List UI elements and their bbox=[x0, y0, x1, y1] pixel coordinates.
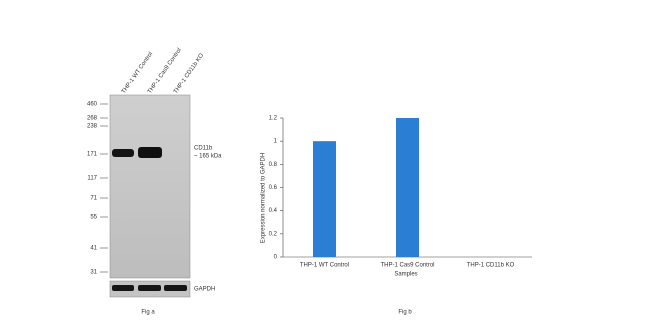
band bbox=[112, 285, 134, 291]
bar bbox=[313, 141, 336, 257]
caption: Fig b bbox=[398, 310, 412, 316]
y-tick-label: 0 bbox=[274, 255, 278, 261]
blot-membrane bbox=[109, 94, 191, 279]
marker-label: 238 bbox=[87, 124, 98, 130]
y-tick-label: 1.2 bbox=[269, 116, 278, 122]
x-tick-label: THP-1 Cas9 Control bbox=[380, 263, 434, 269]
y-tick-label: 0.6 bbox=[269, 185, 278, 191]
marker-label: 55 bbox=[90, 215, 97, 221]
marker-label: 171 bbox=[87, 152, 98, 158]
caption: Fig a bbox=[141, 310, 155, 316]
target-label: CD11b bbox=[194, 146, 213, 152]
y-axis-label: Expression normalized to GAPDH bbox=[261, 153, 267, 243]
marker-label: 71 bbox=[90, 196, 97, 202]
x-tick-label: THP-1 CD11b KO bbox=[467, 263, 515, 269]
marker-label: 268 bbox=[87, 116, 98, 122]
y-tick-label: 1 bbox=[274, 139, 278, 145]
band bbox=[164, 285, 187, 291]
target-size: ~ 165 kDa bbox=[194, 154, 222, 160]
marker-label: 41 bbox=[90, 246, 97, 252]
x-axis-label: Samples bbox=[394, 272, 417, 278]
marker-label: 460 bbox=[87, 102, 98, 108]
y-tick-label: 0.8 bbox=[269, 162, 278, 168]
band bbox=[138, 285, 161, 291]
marker-label: 31 bbox=[90, 270, 97, 276]
band bbox=[112, 149, 134, 157]
y-tick-label: 0.4 bbox=[269, 208, 278, 214]
lane-label: THP-1 CD11b KO bbox=[173, 52, 205, 95]
marker-label: 117 bbox=[87, 176, 97, 182]
bar bbox=[396, 118, 419, 257]
band bbox=[138, 147, 162, 158]
loading-label: GAPDH bbox=[194, 287, 215, 293]
x-tick-label: THP-1 WT Control bbox=[300, 263, 349, 269]
y-tick-label: 0.2 bbox=[269, 231, 278, 237]
